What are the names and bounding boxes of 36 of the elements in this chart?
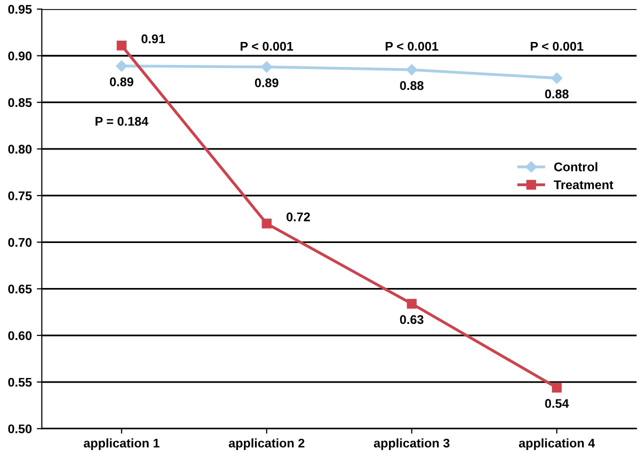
y-tick-label: 0.70 — [8, 238, 32, 247]
data-label: 0.88 — [545, 90, 569, 98]
y-tick-label: 0.50 — [8, 424, 32, 434]
point — [116, 60, 128, 72]
annotation: P = 0.184 — [96, 116, 148, 126]
point — [116, 40, 126, 50]
y-tick-label: 0.75 — [8, 191, 32, 200]
y-tick-label: 0.95 — [8, 4, 32, 14]
y-tick-label: 0.65 — [8, 284, 32, 294]
data-label: 0.54 — [545, 399, 569, 408]
y-tick-label: 0.90 — [8, 52, 32, 60]
data-label: 0.91 — [142, 34, 166, 44]
y-tick-label: 0.80 — [8, 144, 32, 154]
annotation: P < 0.001 — [530, 42, 584, 51]
point — [552, 382, 562, 392]
point — [261, 61, 272, 73]
legend-label: Treatment — [554, 180, 614, 190]
point — [406, 298, 417, 309]
legend-label: Control — [554, 162, 598, 172]
x-tick-label: application 1 — [84, 438, 160, 450]
y-tick-label: 0.85 — [8, 98, 32, 107]
y-tick-label: 0.55 — [8, 378, 32, 387]
x-tick-label: application 3 — [374, 438, 450, 450]
data-label: 0.89 — [110, 77, 134, 86]
data-label: 0.72 — [286, 212, 310, 222]
point — [262, 218, 272, 228]
data-label: 0.88 — [400, 81, 424, 90]
data-label: 0.89 — [254, 78, 278, 88]
y-tick-label: 0.60 — [8, 331, 32, 340]
annotation: P < 0.001 — [240, 42, 294, 51]
data-label: 0.63 — [400, 315, 424, 324]
annotation: P < 0.001 — [386, 42, 438, 51]
point — [406, 64, 418, 76]
point — [551, 72, 562, 84]
x-tick-label: application 2 — [228, 438, 304, 450]
x-tick-label: application 4 — [518, 438, 595, 450]
